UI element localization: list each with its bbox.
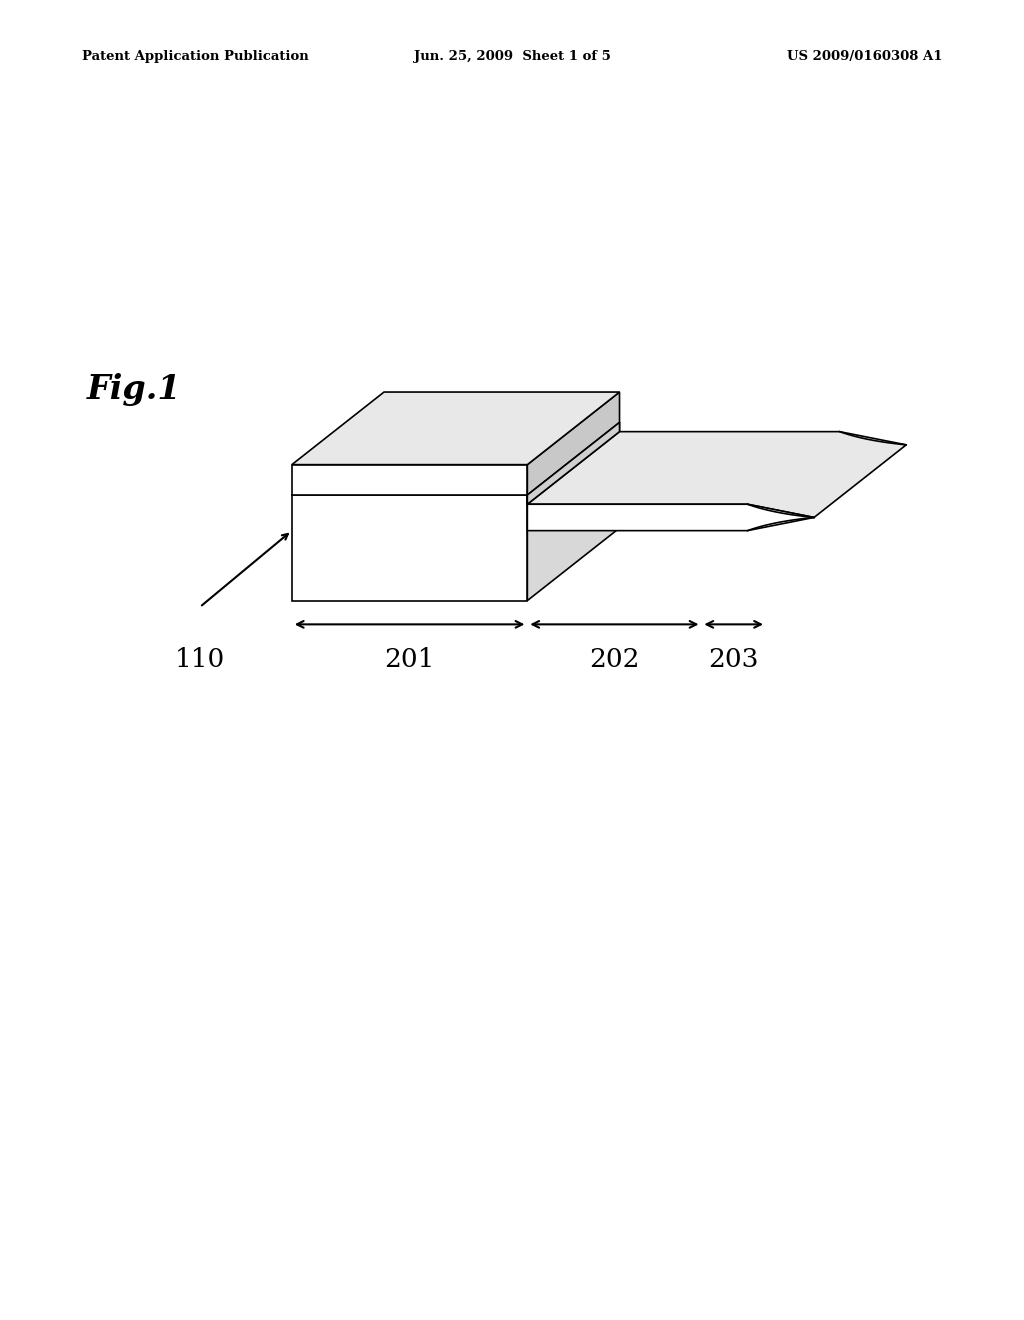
Polygon shape <box>292 422 620 495</box>
Polygon shape <box>292 495 527 601</box>
Polygon shape <box>527 504 814 531</box>
Polygon shape <box>527 392 620 495</box>
Text: 201: 201 <box>384 647 435 672</box>
Polygon shape <box>527 422 620 601</box>
Text: 202: 202 <box>589 647 640 672</box>
Text: 203: 203 <box>708 647 759 672</box>
Text: Fig.1: Fig.1 <box>87 374 181 407</box>
Text: Jun. 25, 2009  Sheet 1 of 5: Jun. 25, 2009 Sheet 1 of 5 <box>414 50 610 63</box>
Text: Patent Application Publication: Patent Application Publication <box>82 50 308 63</box>
Text: 110: 110 <box>174 647 225 672</box>
Polygon shape <box>527 422 620 504</box>
Polygon shape <box>527 432 906 517</box>
Polygon shape <box>292 465 527 495</box>
Polygon shape <box>292 392 620 465</box>
Text: US 2009/0160308 A1: US 2009/0160308 A1 <box>786 50 942 63</box>
